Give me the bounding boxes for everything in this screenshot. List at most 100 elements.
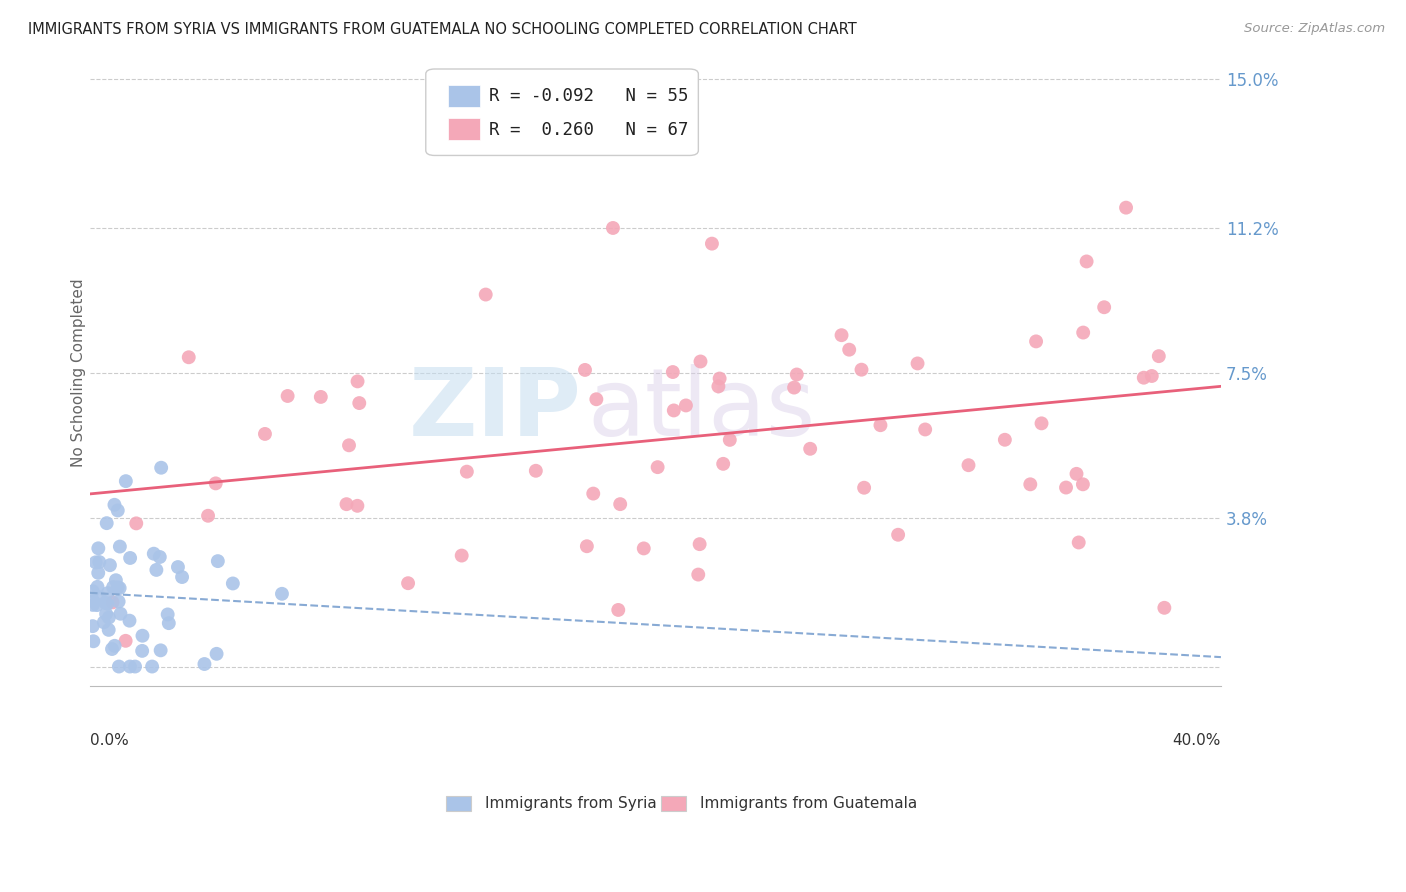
Point bbox=[1132, 370, 1154, 384]
Point bbox=[711, 457, 734, 471]
Point bbox=[197, 508, 219, 523]
Point bbox=[96, 516, 118, 530]
Point bbox=[346, 499, 368, 513]
Point bbox=[145, 563, 167, 577]
Point bbox=[851, 362, 873, 376]
Point bbox=[675, 399, 697, 413]
Point bbox=[574, 363, 596, 377]
Point bbox=[633, 541, 655, 556]
Point bbox=[1147, 349, 1170, 363]
Point bbox=[1031, 417, 1053, 431]
Text: R = -0.092   N = 55: R = -0.092 N = 55 bbox=[489, 87, 689, 105]
Bar bbox=[446, 796, 471, 812]
Point bbox=[125, 516, 148, 531]
Point bbox=[94, 607, 117, 621]
Point bbox=[98, 558, 121, 573]
Bar bbox=[661, 796, 686, 812]
Point bbox=[700, 236, 723, 251]
Point bbox=[87, 566, 110, 580]
Point bbox=[97, 586, 120, 600]
Point bbox=[1071, 477, 1094, 491]
Point bbox=[853, 481, 876, 495]
Text: Immigrants from Syria: Immigrants from Syria bbox=[485, 796, 657, 811]
Point bbox=[142, 547, 165, 561]
Point bbox=[118, 659, 141, 673]
Point bbox=[82, 594, 104, 608]
Point bbox=[575, 539, 598, 553]
Point bbox=[222, 576, 245, 591]
Point bbox=[271, 587, 294, 601]
Y-axis label: No Schooling Completed: No Schooling Completed bbox=[72, 278, 86, 467]
Point bbox=[118, 614, 141, 628]
Point bbox=[831, 328, 853, 343]
Text: R =  0.260   N = 67: R = 0.260 N = 67 bbox=[489, 120, 689, 138]
Point bbox=[110, 607, 132, 621]
Bar bbox=[449, 119, 479, 140]
Point bbox=[156, 607, 179, 622]
Point bbox=[688, 567, 710, 582]
Point bbox=[89, 555, 111, 569]
Point bbox=[86, 580, 108, 594]
Point bbox=[474, 287, 496, 301]
Point bbox=[309, 390, 332, 404]
Text: Immigrants from Guatemala: Immigrants from Guatemala bbox=[700, 796, 917, 811]
Point bbox=[107, 503, 129, 517]
Point bbox=[1071, 326, 1094, 340]
Text: atlas: atlas bbox=[588, 365, 815, 457]
Point bbox=[337, 438, 360, 452]
Point bbox=[114, 474, 136, 488]
Point bbox=[786, 368, 808, 382]
Point bbox=[193, 657, 215, 671]
Point bbox=[101, 580, 124, 594]
Point bbox=[103, 498, 125, 512]
Point bbox=[1019, 477, 1042, 491]
Point bbox=[87, 541, 110, 556]
Point bbox=[957, 458, 980, 473]
Point bbox=[93, 615, 115, 630]
Point bbox=[89, 591, 111, 605]
Text: IMMIGRANTS FROM SYRIA VS IMMIGRANTS FROM GUATEMALA NO SCHOOLING COMPLETED CORREL: IMMIGRANTS FROM SYRIA VS IMMIGRANTS FROM… bbox=[28, 22, 856, 37]
Point bbox=[349, 396, 371, 410]
Point bbox=[131, 644, 153, 658]
Point bbox=[1067, 535, 1090, 549]
Point bbox=[582, 486, 605, 500]
Point bbox=[149, 549, 172, 564]
Point bbox=[96, 597, 118, 611]
Text: 40.0%: 40.0% bbox=[1173, 733, 1220, 748]
Point bbox=[838, 343, 860, 357]
Point bbox=[150, 460, 173, 475]
Point bbox=[177, 351, 200, 365]
Point bbox=[108, 659, 131, 673]
Point bbox=[709, 371, 731, 385]
Point bbox=[585, 392, 607, 407]
Point bbox=[718, 433, 741, 447]
Point bbox=[869, 418, 891, 433]
Point bbox=[108, 540, 131, 554]
Point bbox=[689, 354, 711, 368]
Point bbox=[149, 643, 172, 657]
FancyBboxPatch shape bbox=[426, 69, 699, 155]
Point bbox=[396, 576, 419, 591]
Point bbox=[101, 595, 124, 609]
Point bbox=[104, 639, 127, 653]
Point bbox=[689, 537, 711, 551]
Point bbox=[101, 642, 124, 657]
Point bbox=[907, 356, 929, 370]
Text: 0.0%: 0.0% bbox=[90, 733, 128, 748]
Point bbox=[662, 365, 685, 379]
Point bbox=[1025, 334, 1047, 349]
Point bbox=[887, 527, 910, 541]
Point bbox=[205, 647, 228, 661]
Point bbox=[662, 403, 685, 417]
Point bbox=[602, 221, 624, 235]
Point bbox=[335, 497, 357, 511]
Point bbox=[799, 442, 821, 456]
Point bbox=[124, 659, 146, 673]
Point bbox=[97, 623, 120, 637]
Point bbox=[131, 629, 153, 643]
Point bbox=[86, 598, 108, 612]
Point bbox=[107, 594, 129, 608]
Point bbox=[167, 560, 190, 574]
Text: Source: ZipAtlas.com: Source: ZipAtlas.com bbox=[1244, 22, 1385, 36]
Point bbox=[914, 422, 936, 436]
